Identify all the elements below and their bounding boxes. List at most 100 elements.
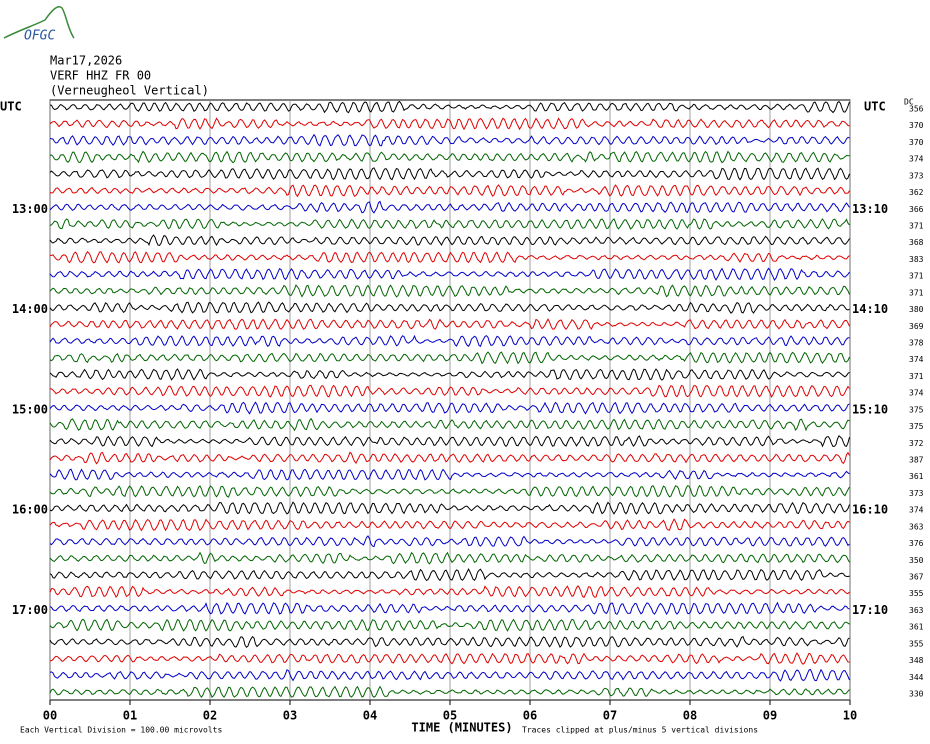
dc-value: 348 bbox=[909, 656, 924, 665]
dc-value: 370 bbox=[909, 121, 924, 130]
trace bbox=[49, 685, 850, 699]
trace bbox=[49, 234, 850, 247]
x-tick-label: 00 bbox=[43, 709, 57, 723]
x-tick-label: 10 bbox=[843, 709, 857, 723]
right-time-label: 13:10 bbox=[852, 202, 888, 216]
dc-value: 374 bbox=[909, 389, 924, 398]
dc-value: 380 bbox=[909, 305, 924, 314]
trace bbox=[49, 468, 850, 481]
trace bbox=[49, 601, 850, 615]
trace bbox=[49, 267, 850, 281]
dc-value: 350 bbox=[909, 556, 924, 565]
dc-value: 355 bbox=[909, 639, 924, 648]
dc-value: 366 bbox=[909, 205, 924, 214]
dc-value: 376 bbox=[909, 539, 924, 548]
dc-value: 387 bbox=[909, 456, 924, 465]
trace bbox=[49, 117, 850, 131]
dc-value: 371 bbox=[909, 372, 924, 381]
dc-value: 368 bbox=[909, 238, 924, 247]
dc-value: 371 bbox=[909, 222, 924, 231]
logo-text: OFGC bbox=[24, 29, 55, 44]
x-tick-label: 09 bbox=[763, 709, 777, 723]
dc-value: 373 bbox=[909, 489, 924, 498]
dc-value: 370 bbox=[909, 138, 924, 147]
dc-value: 374 bbox=[909, 355, 924, 364]
trace bbox=[49, 318, 850, 330]
trace bbox=[49, 518, 850, 532]
x-axis-label: TIME (MINUTES) bbox=[411, 721, 512, 735]
x-tick-label: 08 bbox=[683, 709, 697, 723]
dc-value: 375 bbox=[909, 405, 924, 414]
dc-value: 361 bbox=[909, 623, 924, 632]
left-time-label: 16:00 bbox=[12, 503, 48, 517]
dc-value: 367 bbox=[909, 573, 924, 582]
dc-value: 373 bbox=[909, 171, 924, 180]
trace bbox=[49, 668, 850, 682]
trace bbox=[49, 218, 850, 230]
right-time-label: 16:10 bbox=[852, 503, 888, 517]
trace bbox=[49, 652, 850, 665]
left-axis-label: UTC bbox=[0, 100, 22, 114]
right-time-label: 14:10 bbox=[852, 302, 888, 316]
dc-value: 372 bbox=[909, 439, 924, 448]
trace bbox=[49, 133, 850, 147]
trace bbox=[49, 334, 850, 348]
left-time-label: 14:00 bbox=[12, 302, 48, 316]
right-time-label: 15:10 bbox=[852, 402, 888, 416]
dc-value: 369 bbox=[909, 322, 924, 331]
trace bbox=[49, 451, 850, 465]
dc-value: 378 bbox=[909, 339, 924, 348]
dc-value: 363 bbox=[909, 606, 924, 615]
trace bbox=[49, 301, 850, 314]
x-tick-label: 03 bbox=[283, 709, 297, 723]
x-tick-label: 06 bbox=[523, 709, 537, 723]
trace bbox=[49, 535, 850, 548]
dc-label: DC bbox=[904, 98, 914, 107]
dc-value: 383 bbox=[909, 255, 924, 264]
dc-value: 361 bbox=[909, 472, 924, 481]
x-tick-label: 05 bbox=[443, 709, 457, 723]
trace bbox=[49, 351, 850, 365]
trace bbox=[49, 618, 850, 632]
dc-value: 371 bbox=[909, 272, 924, 281]
right-time-label: 17:10 bbox=[852, 603, 888, 617]
dc-value: 355 bbox=[909, 589, 924, 598]
trace bbox=[49, 401, 850, 415]
left-time-label: 13:00 bbox=[12, 202, 48, 216]
logo-curve bbox=[3, 6, 75, 39]
trace bbox=[49, 251, 850, 264]
dc-value: 374 bbox=[909, 155, 924, 164]
x-tick-label: 02 bbox=[203, 709, 217, 723]
trace bbox=[49, 585, 850, 599]
trace bbox=[49, 635, 850, 649]
logo: OFGC bbox=[3, 6, 75, 44]
trace bbox=[49, 567, 850, 582]
location: (Verneugheol Vertical) bbox=[50, 84, 209, 98]
right-axis-label: UTC bbox=[864, 100, 886, 114]
trace bbox=[49, 551, 850, 565]
dc-value: 371 bbox=[909, 288, 924, 297]
date: Mar17,2026 bbox=[50, 54, 122, 68]
trace bbox=[49, 150, 850, 164]
trace bbox=[49, 384, 850, 398]
dc-value: 375 bbox=[909, 422, 924, 431]
x-tick-label: 07 bbox=[603, 709, 617, 723]
station: VERF HHZ FR 00 bbox=[50, 69, 151, 83]
dc-value: 330 bbox=[909, 690, 924, 699]
trace bbox=[49, 434, 850, 448]
trace bbox=[49, 167, 850, 181]
trace bbox=[49, 184, 850, 198]
dc-value: 374 bbox=[909, 506, 924, 515]
traces bbox=[49, 100, 850, 699]
footer-right: Traces clipped at plus/minus 5 vertical … bbox=[522, 726, 758, 735]
x-tick-label: 01 bbox=[123, 709, 137, 723]
footer-left: Each Vertical Division = 100.00 microvol… bbox=[20, 726, 222, 735]
trace bbox=[49, 501, 850, 515]
dc-value: 363 bbox=[909, 522, 924, 531]
trace bbox=[49, 484, 850, 498]
trace bbox=[49, 100, 850, 114]
dc-value: 344 bbox=[909, 673, 924, 682]
dc-value: 362 bbox=[909, 188, 924, 197]
trace bbox=[49, 368, 850, 381]
